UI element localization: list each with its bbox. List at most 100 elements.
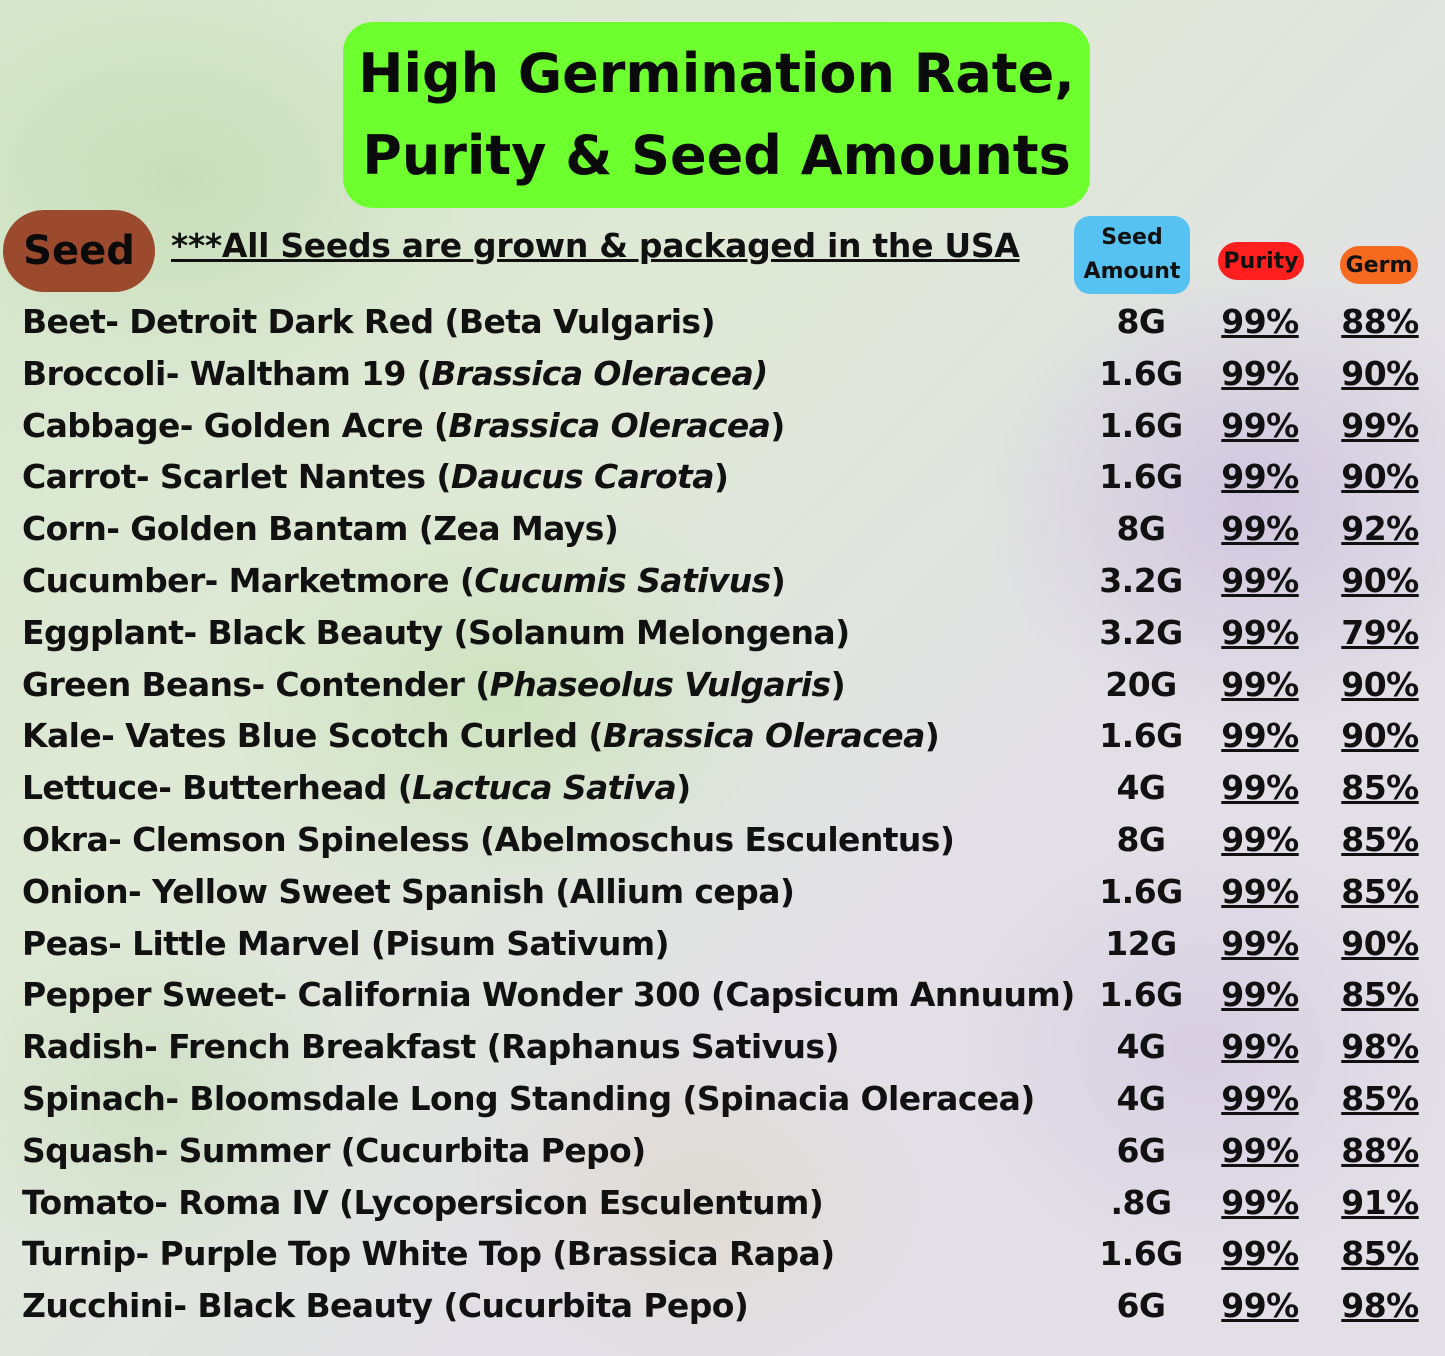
- table-row: Spinach- Bloomsdale Long Standing (Spina…: [0, 1073, 1445, 1125]
- common-name: Cucumber- Marketmore: [22, 560, 460, 600]
- seed-name: Kale- Vates Blue Scotch Curled (Brassica…: [22, 710, 940, 762]
- seed-amount-value: 8G: [1116, 509, 1166, 549]
- seed-name: Turnip- Purple Top White Top (Brassica R…: [22, 1228, 835, 1280]
- scientific-name: Pisum Sativum: [385, 923, 655, 963]
- table-row: Beet- Detroit Dark Red (Beta Vulgaris) 8G…: [0, 296, 1445, 348]
- seed-amount-value: 1.6G: [1099, 871, 1183, 911]
- common-name: Green Beans- Contender: [22, 664, 476, 704]
- scientific-name: Daucus Carota: [450, 457, 715, 497]
- purity-value: 99%: [1221, 819, 1299, 859]
- seed-name: Squash- Summer (Cucurbita Pepo): [22, 1125, 646, 1177]
- scientific-name: Brassica Oleracea: [448, 405, 771, 445]
- scientific-name: Cucurbita Pepo: [355, 1130, 632, 1170]
- seed-amount-value: 1.6G: [1099, 457, 1183, 497]
- table-row: Carrot- Scarlet Nantes (Daucus Carota) 1.…: [0, 451, 1445, 503]
- paren-open: (: [479, 819, 495, 859]
- germ-value: 85%: [1341, 1234, 1419, 1274]
- purity-value: 99%: [1221, 302, 1299, 341]
- purity-value: 99%: [1221, 353, 1299, 393]
- seed-name: Onion- Yellow Sweet Spanish (Allium cepa…: [22, 866, 795, 918]
- paren-close: ): [603, 509, 619, 549]
- purity-value: 99%: [1221, 612, 1299, 652]
- seed-amount-value: 6G: [1116, 1130, 1166, 1170]
- title-banner: High Germination Rate, Purity & Seed Amo…: [343, 22, 1090, 208]
- seed-amount-value: 4G: [1116, 1078, 1166, 1118]
- paren-open: (: [552, 1234, 567, 1274]
- seed-amount-value: 1.6G: [1099, 405, 1183, 445]
- common-name: Pepper Sweet- California Wonder 300: [22, 975, 711, 1015]
- table-row: Eggplant- Black Beauty (Solanum Melongen…: [0, 607, 1445, 659]
- scientific-name: Capsicum Annuum: [725, 975, 1061, 1015]
- table-row: Kale- Vates Blue Scotch Curled (Brassica…: [0, 710, 1445, 762]
- seed-name: Pepper Sweet- California Wonder 300 (Cap…: [22, 969, 1075, 1021]
- scientific-name: Brassica Oleracea): [431, 353, 768, 393]
- germ-value: 85%: [1341, 975, 1419, 1015]
- paren-open: (: [682, 1078, 697, 1118]
- purity-value: 99%: [1221, 664, 1299, 704]
- seed-amount-value: 8G: [1116, 302, 1166, 341]
- seed-amount-value: 8G: [1116, 819, 1166, 859]
- seed-name: Zucchini- Black Beauty (Cucurbita Pepo): [22, 1280, 749, 1332]
- table-row: Cabbage- Golden Acre (Brassica Oleracea)…: [0, 400, 1445, 452]
- seed-name: Spinach- Bloomsdale Long Standing (Spina…: [22, 1073, 1035, 1125]
- common-name: Okra- Clemson Spineless: [22, 819, 480, 859]
- table-row: Squash- Summer (Cucurbita Pepo) 6G 99% 88%: [0, 1125, 1445, 1177]
- paren-open: (: [370, 923, 386, 963]
- common-name: Carrot- Scarlet Nantes: [22, 457, 437, 497]
- paren-close: ): [713, 457, 729, 497]
- paren-open: (: [486, 1027, 502, 1067]
- seed-amount-badge: Seed Amount: [1074, 216, 1190, 294]
- paren-close: ): [835, 612, 850, 652]
- seed-name: Carrot- Scarlet Nantes (Daucus Carota): [22, 451, 729, 503]
- scientific-name: Lactuca Sativa: [412, 768, 677, 808]
- germ-value: 85%: [1341, 768, 1419, 808]
- title-line-2: Purity & Seed Amounts: [362, 124, 1071, 187]
- germ-value: 90%: [1341, 923, 1419, 963]
- germ-value: 98%: [1341, 1027, 1419, 1067]
- paren-open: (: [397, 768, 413, 808]
- germ-value: 88%: [1341, 302, 1419, 341]
- common-name: Broccoli- Waltham 19: [22, 353, 417, 393]
- germ-value: 98%: [1341, 1286, 1419, 1326]
- paren-open: (: [444, 302, 459, 341]
- germ-value: 90%: [1341, 716, 1419, 756]
- purity-value: 99%: [1221, 768, 1299, 808]
- seed-amount-value: 1.6G: [1099, 975, 1183, 1015]
- common-name: Cabbage- Golden Acre: [22, 405, 434, 445]
- table-row: Radish- French Breakfast (Raphanus Sativ…: [0, 1021, 1445, 1073]
- table-row: Peas- Little Marvel (Pisum Sativum) 12G 99…: [0, 918, 1445, 970]
- paren-close: ): [654, 923, 670, 963]
- paren-close: ): [820, 1234, 835, 1274]
- paren-close: ): [824, 1027, 839, 1067]
- paren-close: ): [631, 1130, 646, 1170]
- scientific-name: Phaseolus Vulgaris: [489, 664, 831, 704]
- common-name: Tomato- Roma IV: [22, 1182, 340, 1222]
- paren-close: ): [924, 716, 940, 756]
- common-name: Turnip- Purple Top White Top: [22, 1234, 553, 1274]
- seed-table: Beet- Detroit Dark Red (Beta Vulgaris) 8G…: [0, 296, 1445, 1332]
- seed-amount-value: 12G: [1105, 923, 1177, 963]
- usa-note: ***All Seeds are grown & packaged in the…: [171, 226, 1020, 265]
- table-row: Broccoli- Waltham 19 (Brassica Oleracea)…: [0, 348, 1445, 400]
- paren-close: ): [808, 1182, 824, 1222]
- germ-value: 90%: [1341, 457, 1419, 497]
- paren-open: (: [418, 509, 434, 549]
- scientific-name: Cucurbita Pepo: [457, 1286, 735, 1326]
- paren-open: (: [433, 405, 449, 445]
- purity-value: 99%: [1221, 716, 1299, 756]
- seed-amount-value: 3.2G: [1099, 560, 1183, 600]
- paren-open: (: [710, 975, 726, 1015]
- common-name: Eggplant- Black Beauty: [22, 612, 454, 652]
- seed-name: Eggplant- Black Beauty (Solanum Melongen…: [22, 607, 850, 659]
- paren-close: ): [830, 664, 846, 704]
- purity-value: 99%: [1221, 975, 1299, 1015]
- common-name: Peas- Little Marvel: [22, 923, 371, 963]
- germ-value: 85%: [1341, 1078, 1419, 1118]
- seed-amount-value: 20G: [1105, 664, 1177, 704]
- seed-amount-value: 1.6G: [1099, 716, 1183, 756]
- seed-name: Okra- Clemson Spineless (Abelmoschus Esc…: [22, 814, 955, 866]
- paren-open: (: [443, 1286, 458, 1326]
- table-row: Cucumber- Marketmore (Cucumis Sativus) 3.…: [0, 555, 1445, 607]
- scientific-name: Beta Vulgaris: [458, 302, 701, 341]
- purity-value: 99%: [1221, 1130, 1299, 1170]
